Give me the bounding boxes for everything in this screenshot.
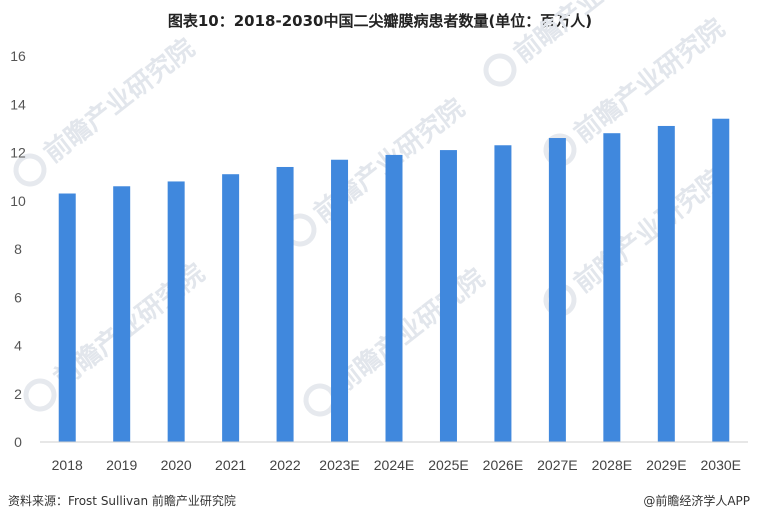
watermark-mark: 前瞻产业研究院 bbox=[543, 163, 731, 317]
watermark-text: 前瞻产业研究院 bbox=[38, 33, 201, 169]
watermark-text: 前瞻产业研究院 bbox=[568, 163, 731, 299]
x-tick-label: 2026E bbox=[483, 457, 523, 473]
bar-2029E bbox=[657, 125, 675, 443]
bar-2019 bbox=[113, 186, 131, 442]
y-tick-label: 12 bbox=[10, 145, 26, 161]
brand-credit: @前瞻经济学人APP bbox=[643, 494, 750, 508]
watermark-mark: 前瞻产业研究院 bbox=[13, 33, 201, 187]
y-axis-ticks: 0 2 4 6 8 10 12 14 16 bbox=[10, 48, 26, 450]
x-tick-label: 2030E bbox=[701, 457, 741, 473]
x-tick-label: 2027E bbox=[537, 457, 577, 473]
y-tick-label: 4 bbox=[14, 338, 22, 354]
x-tick-label: 2019 bbox=[106, 457, 137, 473]
bar-2030E bbox=[712, 118, 730, 442]
chart-title: 图表10：2018-2030中国二尖瓣膜病患者数量(单位：百万人) bbox=[167, 12, 593, 30]
x-tick-label: 2018 bbox=[52, 457, 83, 473]
x-tick-label: 2025E bbox=[428, 457, 468, 473]
x-tick-label: 2023E bbox=[319, 457, 359, 473]
bar-series bbox=[58, 118, 730, 443]
x-tick-label: 2028E bbox=[592, 457, 632, 473]
y-tick-label: 14 bbox=[10, 96, 26, 112]
x-tick-label: 2022 bbox=[269, 457, 300, 473]
bar-2018 bbox=[58, 193, 76, 442]
source-note: 资料来源：Frost Sullivan 前瞻产业研究院 bbox=[8, 494, 236, 508]
bar-2025E bbox=[439, 150, 457, 442]
x-tick-label: 2020 bbox=[161, 457, 192, 473]
bar-2026E bbox=[494, 145, 512, 442]
y-tick-label: 2 bbox=[14, 386, 22, 402]
watermark-text: 前瞻产业研究院 bbox=[508, 0, 671, 69]
watermark-text: 前瞻产业研究院 bbox=[328, 263, 491, 399]
y-tick-label: 16 bbox=[10, 48, 26, 64]
y-tick-label: 10 bbox=[10, 193, 26, 209]
bar-2021 bbox=[222, 174, 240, 442]
x-tick-label: 2021 bbox=[215, 457, 246, 473]
bar-2027E bbox=[548, 138, 566, 442]
bar-2022 bbox=[276, 166, 294, 442]
x-axis-ticks: 2018 2019 2020 2021 2022 2023E 2024E 2025E 2026E… bbox=[52, 457, 741, 473]
bar-2023E bbox=[331, 159, 349, 443]
bar-2028E bbox=[603, 133, 621, 442]
y-tick-label: 0 bbox=[14, 434, 22, 450]
x-tick-label: 2024E bbox=[374, 457, 414, 473]
y-tick-label: 8 bbox=[14, 241, 22, 257]
y-tick-label: 6 bbox=[14, 289, 22, 305]
x-tick-label: 2029E bbox=[646, 457, 686, 473]
bar-2024E bbox=[385, 154, 403, 442]
watermark-text: 前瞻产业研究院 bbox=[568, 13, 731, 149]
bar-2020 bbox=[167, 181, 185, 442]
